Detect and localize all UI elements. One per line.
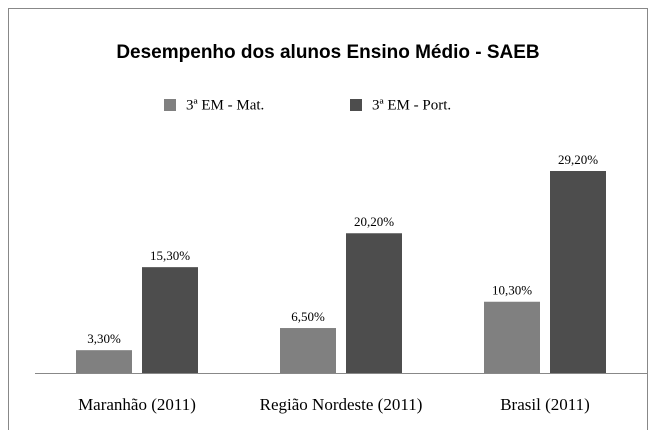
bar bbox=[550, 171, 606, 373]
bar bbox=[484, 301, 540, 373]
value-label: 15,30% bbox=[150, 248, 190, 263]
bar bbox=[76, 350, 132, 373]
chart-frame bbox=[8, 8, 648, 430]
value-label: 29,20% bbox=[558, 152, 598, 167]
bar bbox=[280, 328, 336, 373]
x-tick-label: Região Nordeste (2011) bbox=[260, 395, 423, 414]
chart-title: Desempenho dos alunos Ensino Médio - SAE… bbox=[116, 42, 539, 63]
legend-swatch bbox=[350, 99, 362, 111]
value-label: 6,50% bbox=[291, 309, 325, 324]
x-tick-label: Maranhão (2011) bbox=[78, 395, 196, 414]
value-label: 20,20% bbox=[354, 214, 394, 229]
bar bbox=[142, 267, 198, 373]
legend-label: 3ª EM - Port. bbox=[372, 97, 451, 113]
bar bbox=[346, 233, 402, 373]
value-label: 10,30% bbox=[492, 283, 532, 298]
legend-label: 3ª EM - Mat. bbox=[186, 97, 264, 113]
value-label: 3,30% bbox=[87, 331, 121, 346]
x-tick-label: Brasil (2011) bbox=[500, 395, 590, 414]
legend-swatch bbox=[164, 99, 176, 111]
